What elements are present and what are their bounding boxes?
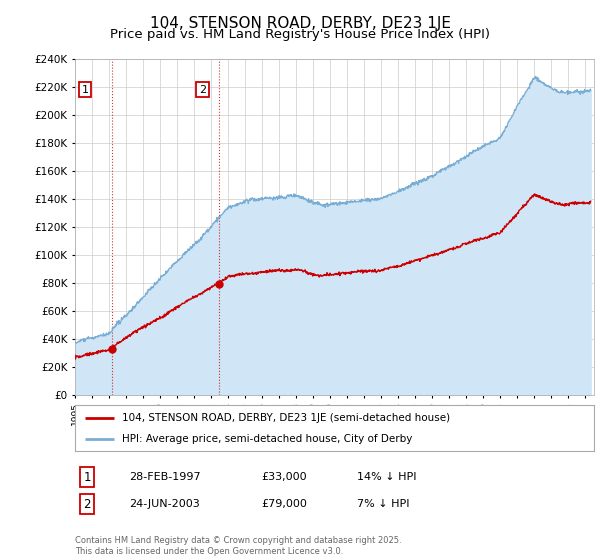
Text: £79,000: £79,000	[261, 499, 307, 509]
Text: HPI: Average price, semi-detached house, City of Derby: HPI: Average price, semi-detached house,…	[122, 435, 412, 444]
Text: £33,000: £33,000	[261, 472, 307, 482]
Text: 28-FEB-1997: 28-FEB-1997	[129, 472, 200, 482]
Text: Price paid vs. HM Land Registry's House Price Index (HPI): Price paid vs. HM Land Registry's House …	[110, 28, 490, 41]
Text: 104, STENSON ROAD, DERBY, DE23 1JE (semi-detached house): 104, STENSON ROAD, DERBY, DE23 1JE (semi…	[122, 413, 450, 423]
Text: 2: 2	[83, 497, 91, 511]
Text: 1: 1	[83, 470, 91, 484]
Text: 1: 1	[82, 85, 89, 95]
Text: 2: 2	[199, 85, 206, 95]
Text: 7% ↓ HPI: 7% ↓ HPI	[357, 499, 409, 509]
Text: 104, STENSON ROAD, DERBY, DE23 1JE: 104, STENSON ROAD, DERBY, DE23 1JE	[149, 16, 451, 31]
Text: 24-JUN-2003: 24-JUN-2003	[129, 499, 200, 509]
Text: Contains HM Land Registry data © Crown copyright and database right 2025.
This d: Contains HM Land Registry data © Crown c…	[75, 536, 401, 556]
Text: 14% ↓ HPI: 14% ↓ HPI	[357, 472, 416, 482]
